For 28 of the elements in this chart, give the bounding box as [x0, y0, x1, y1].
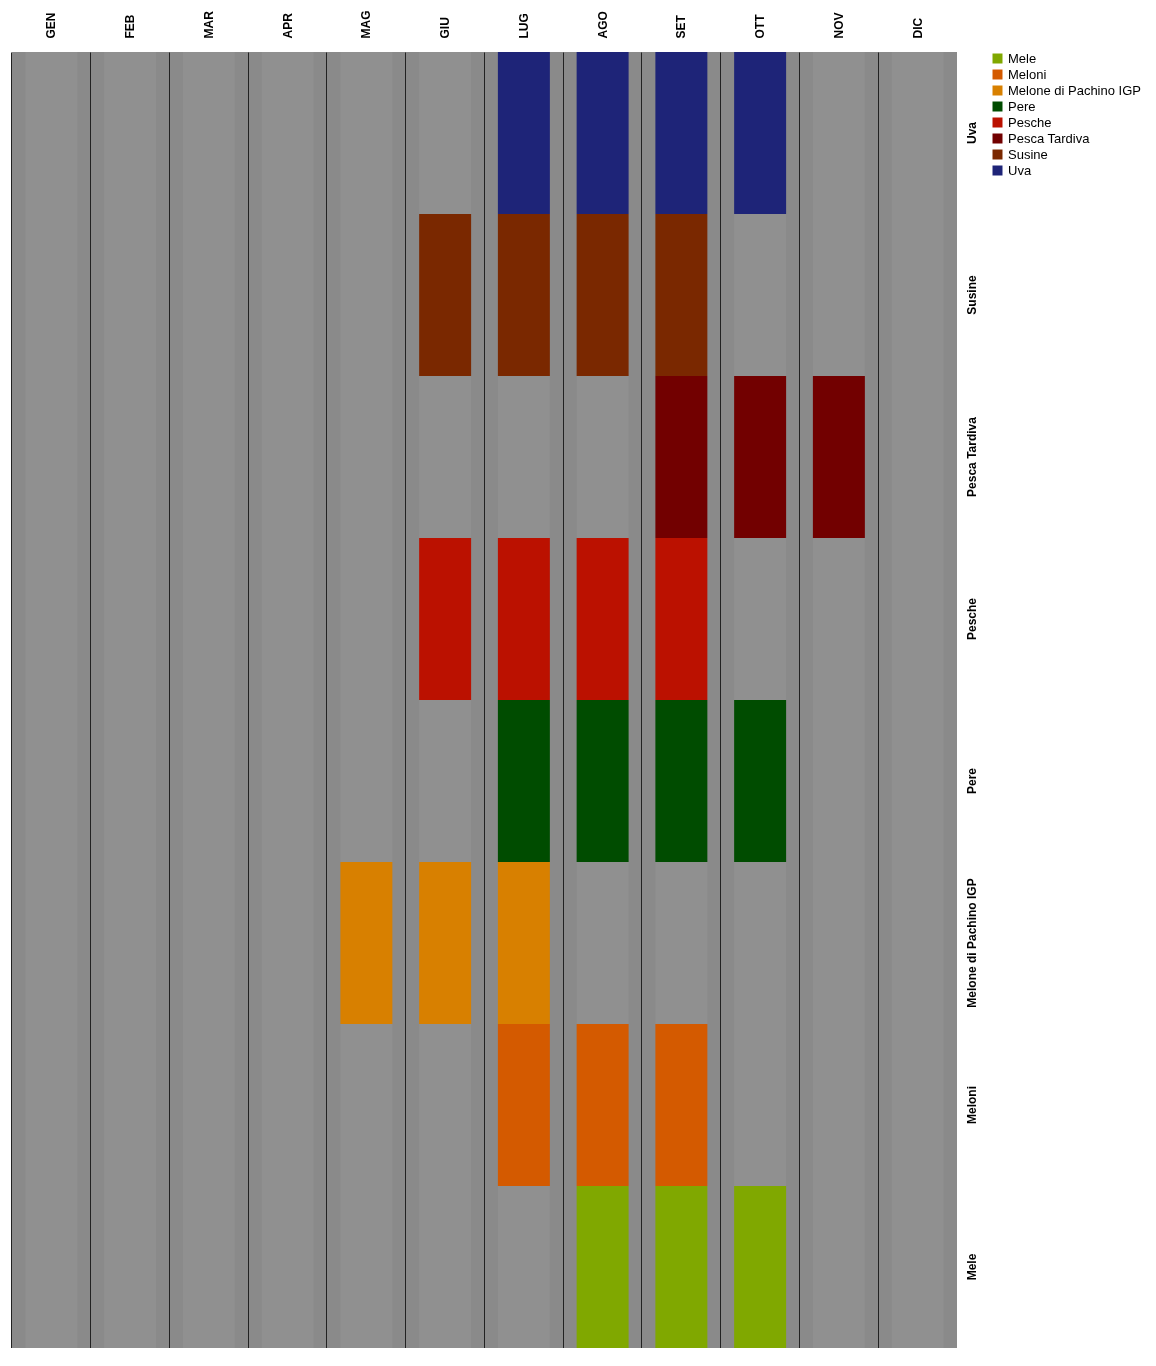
x-tick-label: MAG: [359, 10, 374, 39]
x-tick-label: AGO: [595, 11, 610, 39]
x-tick-label: LUG: [516, 13, 531, 39]
text: Susine: [965, 275, 979, 315]
legend-label: Mele: [1008, 50, 1037, 66]
text: Meloni: [965, 1086, 979, 1124]
x-tick-label: NOV: [831, 12, 846, 39]
x-tick-label: OTT: [753, 13, 768, 39]
text: Melone di Pachino IGP: [965, 878, 979, 1008]
x-tick-label: FEB: [123, 14, 138, 39]
x-tick-label: GIU: [438, 17, 453, 39]
legend-label: Pesche: [1008, 114, 1052, 130]
x-tick-label: SET: [674, 14, 689, 39]
x-tick-label: DIC: [910, 17, 925, 39]
legend-label: Pere: [1008, 98, 1036, 114]
x-tick-label: MAR: [201, 10, 216, 39]
legend-label: Uva: [1008, 162, 1032, 178]
legend-label: Pesca Tardiva: [1008, 130, 1091, 146]
text: Pesche: [965, 597, 979, 641]
legend-label: Susine: [1008, 146, 1048, 162]
text: Uva: [965, 121, 979, 145]
legend-label: Melone di Pachino IGP: [1008, 82, 1141, 98]
text: Mele: [965, 1253, 979, 1281]
text: Pere: [965, 767, 979, 795]
x-tick-label: GEN: [44, 12, 59, 39]
x-tick-label: APR: [280, 12, 295, 39]
legend-label: Meloni: [1008, 66, 1047, 82]
text: Pesca Tardiva: [965, 417, 979, 497]
